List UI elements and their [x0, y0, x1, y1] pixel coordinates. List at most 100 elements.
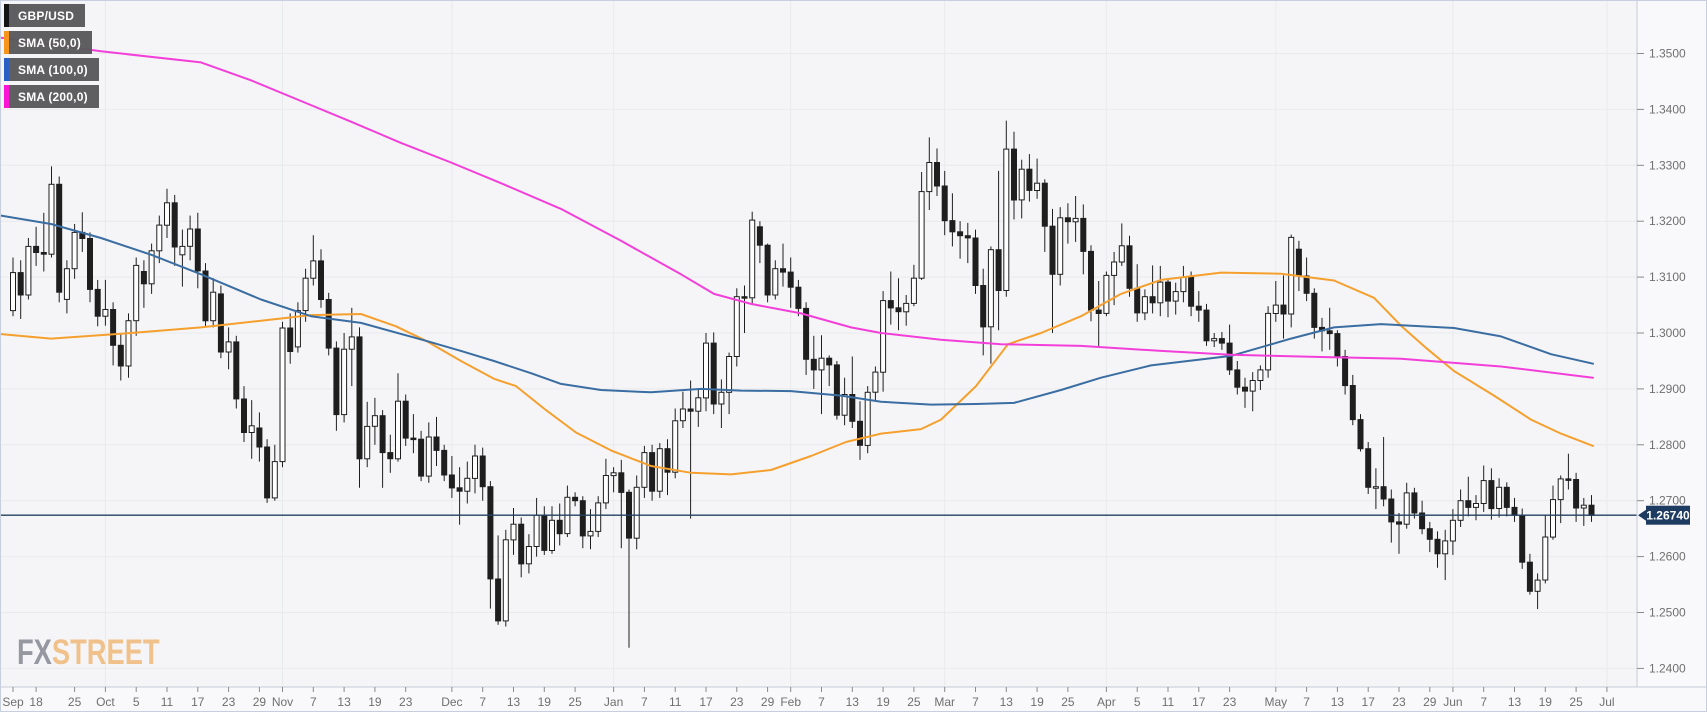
candle: [1172, 291, 1179, 302]
candle: [964, 235, 971, 239]
candle: [549, 519, 555, 551]
x-axis-label: 23: [1223, 695, 1237, 709]
legend-item[interactable]: GBP/USD: [4, 4, 86, 27]
candle: [333, 347, 340, 416]
legend-label: SMA (50,0): [18, 35, 81, 50]
candle: [1280, 304, 1287, 315]
candle: [810, 358, 817, 371]
candle: [1195, 305, 1202, 311]
candlesticks[interactable]: [10, 120, 1595, 648]
candle: [171, 202, 178, 248]
x-axis-label: Mar: [934, 695, 955, 709]
legend-item[interactable]: SMA (200,0): [4, 85, 99, 108]
x-axis-label: Jul: [1599, 695, 1614, 709]
x-axis-label: 7: [1303, 695, 1310, 709]
x-axis-label: May: [1264, 695, 1287, 709]
x-axis-label: 25: [68, 695, 82, 709]
candle: [164, 202, 170, 226]
candle: [525, 546, 532, 565]
x-axis-label: 23: [730, 695, 744, 709]
candle: [441, 449, 448, 476]
candle: [464, 477, 471, 492]
candle: [541, 514, 548, 551]
x-axis-label: 7: [818, 695, 825, 709]
x-axis-label: 13: [507, 695, 521, 709]
logo-street-text: STREET: [51, 633, 160, 672]
candle: [795, 286, 802, 309]
x-axis-label: 25: [1061, 695, 1075, 709]
candle: [1419, 512, 1426, 530]
candle: [903, 302, 910, 313]
candle: [217, 293, 224, 353]
x-axis-label: 11: [669, 695, 682, 709]
candle: [579, 500, 586, 537]
candle: [1449, 519, 1456, 542]
candle: [726, 356, 733, 393]
candle: [972, 237, 979, 286]
candle: [1095, 309, 1102, 315]
candle: [849, 394, 856, 422]
sma50-line: [1, 271, 1594, 476]
candle: [864, 391, 871, 446]
candle: [572, 496, 579, 502]
candle: [87, 238, 93, 290]
candle: [1026, 168, 1033, 191]
legend-item[interactable]: SMA (100,0): [4, 58, 99, 81]
y-axis-label: 1.3400: [1649, 102, 1686, 116]
candle: [1072, 217, 1079, 223]
candle: [410, 437, 417, 441]
candle: [1257, 369, 1264, 381]
candle: [1049, 225, 1056, 275]
candle: [117, 344, 124, 367]
candle: [957, 231, 964, 237]
horizontal-gridlines: [1, 53, 1637, 669]
candle: [556, 519, 563, 535]
candle: [256, 427, 263, 448]
legend-item[interactable]: SMA (50,0): [4, 31, 92, 54]
candle: [1118, 245, 1125, 263]
candle: [1303, 275, 1310, 294]
legend: GBP/USD SMA (50,0) SMA (100,0) SMA (200,…: [4, 4, 99, 112]
y-axis-label: 1.3300: [1649, 158, 1686, 172]
candle: [895, 307, 902, 313]
candle: [1249, 380, 1256, 392]
plot-area[interactable]: [1, 1, 1637, 687]
candle: [1211, 338, 1218, 342]
candle: [910, 277, 917, 304]
candle: [25, 245, 32, 296]
y-axis-label: 1.3100: [1649, 270, 1686, 284]
candle: [1111, 261, 1118, 276]
candle: [479, 455, 486, 488]
candle: [1041, 182, 1048, 227]
x-axis-label: Dec: [441, 695, 462, 709]
candle: [518, 523, 525, 565]
candle: [1141, 296, 1148, 314]
candle: [826, 357, 833, 366]
x-axis-label: 11: [161, 695, 174, 709]
candle: [772, 268, 779, 296]
candle: [264, 446, 271, 499]
candle: [1088, 250, 1094, 311]
candle: [833, 364, 840, 416]
x-axis-label: Jan: [604, 695, 623, 709]
legend-label: SMA (100,0): [18, 62, 88, 77]
candle: [741, 296, 748, 299]
candle: [310, 260, 317, 279]
candle: [210, 291, 217, 322]
candle: [1018, 168, 1025, 201]
candle: [1242, 386, 1248, 392]
candle: [1488, 480, 1495, 510]
candle: [387, 452, 394, 460]
candle: [10, 272, 16, 312]
candle: [1342, 356, 1349, 387]
candle: [194, 228, 201, 272]
candle: [1580, 504, 1587, 509]
last-price-badge: 1.26740: [1638, 505, 1690, 525]
candle: [1234, 369, 1241, 388]
legend-label: SMA (200,0): [18, 89, 88, 104]
candle: [749, 219, 756, 299]
candle: [1534, 579, 1541, 592]
candle: [703, 342, 709, 399]
x-axis-label: Oct: [96, 695, 115, 709]
